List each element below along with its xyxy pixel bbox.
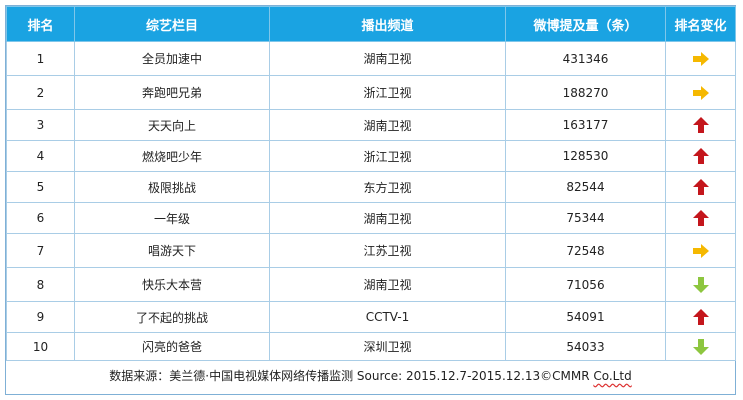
up-arrow-icon bbox=[692, 210, 709, 226]
rank-change-cell bbox=[665, 202, 736, 234]
channel-cell: 东方卫视 bbox=[269, 171, 506, 203]
show-cell: 唱游天下 bbox=[74, 233, 270, 268]
rank-change-cell bbox=[665, 75, 736, 110]
table-header-row: 排名 综艺栏目 播出频道 微博提及量（条） 排名变化 bbox=[6, 6, 736, 42]
table-row: 10 闪亮的爸爸 深圳卫视 54033 bbox=[6, 332, 736, 361]
rank-cell: 8 bbox=[6, 267, 75, 302]
show-cell: 快乐大本营 bbox=[74, 267, 270, 302]
channel-cell: 湖南卫视 bbox=[269, 267, 506, 302]
header-rank-change: 排名变化 bbox=[665, 6, 736, 42]
mentions-cell: 54033 bbox=[505, 332, 666, 361]
show-cell: 燃烧吧少年 bbox=[74, 140, 270, 172]
show-cell: 奔跑吧兄弟 bbox=[74, 75, 270, 110]
rank-change-cell bbox=[665, 41, 736, 76]
down-arrow-icon bbox=[692, 338, 709, 355]
ranking-table-frame: 排名 综艺栏目 播出频道 微博提及量（条） 排名变化 1 全员加速中 湖南卫视 431… bbox=[5, 5, 736, 395]
channel-cell: 江苏卫视 bbox=[269, 233, 506, 268]
source-footer: 数据来源：美兰德·中国电视媒体网络传播监测 Source: 2015.12.7-… bbox=[6, 359, 735, 394]
right-arrow-icon bbox=[692, 243, 709, 258]
rank-cell: 9 bbox=[6, 301, 75, 333]
header-channel: 播出频道 bbox=[269, 6, 506, 42]
down-arrow-icon bbox=[692, 276, 709, 293]
source-text: 数据来源：美兰德·中国电视媒体网络传播监测 Source: 2015.12.7-… bbox=[109, 369, 594, 383]
rank-cell: 10 bbox=[6, 332, 75, 361]
rank-change-cell bbox=[665, 109, 736, 141]
show-cell: 闪亮的爸爸 bbox=[74, 332, 270, 361]
table-row: 4 燃烧吧少年 浙江卫视 128530 bbox=[6, 140, 736, 172]
mentions-cell: 54091 bbox=[505, 301, 666, 333]
channel-cell: 浙江卫视 bbox=[269, 75, 506, 110]
right-arrow-icon bbox=[692, 85, 709, 100]
show-cell: 天天向上 bbox=[74, 109, 270, 141]
show-cell: 一年级 bbox=[74, 202, 270, 234]
mentions-cell: 75344 bbox=[505, 202, 666, 234]
channel-cell: 湖南卫视 bbox=[269, 41, 506, 76]
mentions-cell: 71056 bbox=[505, 267, 666, 302]
header-show: 综艺栏目 bbox=[74, 6, 270, 42]
header-mentions: 微博提及量（条） bbox=[505, 6, 666, 42]
table-row: 8 快乐大本营 湖南卫视 71056 bbox=[6, 267, 736, 302]
show-cell: 极限挑战 bbox=[74, 171, 270, 203]
mentions-cell: 188270 bbox=[505, 75, 666, 110]
channel-cell: CCTV-1 bbox=[269, 301, 506, 333]
mentions-cell: 128530 bbox=[505, 140, 666, 172]
rank-change-cell bbox=[665, 140, 736, 172]
rank-cell: 2 bbox=[6, 75, 75, 110]
rank-change-cell bbox=[665, 332, 736, 361]
table-row: 6 一年级 湖南卫视 75344 bbox=[6, 202, 736, 234]
rank-change-cell bbox=[665, 233, 736, 268]
table-row: 9 了不起的挑战 CCTV-1 54091 bbox=[6, 301, 736, 333]
mentions-cell: 431346 bbox=[505, 41, 666, 76]
rank-cell: 6 bbox=[6, 202, 75, 234]
table-row: 2 奔跑吧兄弟 浙江卫视 188270 bbox=[6, 75, 736, 110]
up-arrow-icon bbox=[692, 179, 709, 195]
table-row: 1 全员加速中 湖南卫视 431346 bbox=[6, 41, 736, 76]
rank-change-cell bbox=[665, 301, 736, 333]
table-row: 5 极限挑战 东方卫视 82544 bbox=[6, 171, 736, 203]
header-rank: 排名 bbox=[6, 6, 75, 42]
channel-cell: 浙江卫视 bbox=[269, 140, 506, 172]
up-arrow-icon bbox=[692, 148, 709, 164]
company-name: Co.Ltd bbox=[593, 369, 632, 383]
rank-cell: 7 bbox=[6, 233, 75, 268]
up-arrow-icon bbox=[692, 117, 709, 133]
ranking-table: 排名 综艺栏目 播出频道 微博提及量（条） 排名变化 1 全员加速中 湖南卫视 431… bbox=[6, 6, 736, 361]
rank-cell: 3 bbox=[6, 109, 75, 141]
mentions-cell: 163177 bbox=[505, 109, 666, 141]
channel-cell: 湖南卫视 bbox=[269, 202, 506, 234]
channel-cell: 湖南卫视 bbox=[269, 109, 506, 141]
up-arrow-icon bbox=[692, 309, 709, 325]
show-cell: 全员加速中 bbox=[74, 41, 270, 76]
rank-cell: 4 bbox=[6, 140, 75, 172]
table-row: 3 天天向上 湖南卫视 163177 bbox=[6, 109, 736, 141]
show-cell: 了不起的挑战 bbox=[74, 301, 270, 333]
rank-cell: 5 bbox=[6, 171, 75, 203]
channel-cell: 深圳卫视 bbox=[269, 332, 506, 361]
table-row: 7 唱游天下 江苏卫视 72548 bbox=[6, 233, 736, 268]
right-arrow-icon bbox=[692, 51, 709, 66]
mentions-cell: 82544 bbox=[505, 171, 666, 203]
rank-cell: 1 bbox=[6, 41, 75, 76]
rank-change-cell bbox=[665, 171, 736, 203]
rank-change-cell bbox=[665, 267, 736, 302]
mentions-cell: 72548 bbox=[505, 233, 666, 268]
